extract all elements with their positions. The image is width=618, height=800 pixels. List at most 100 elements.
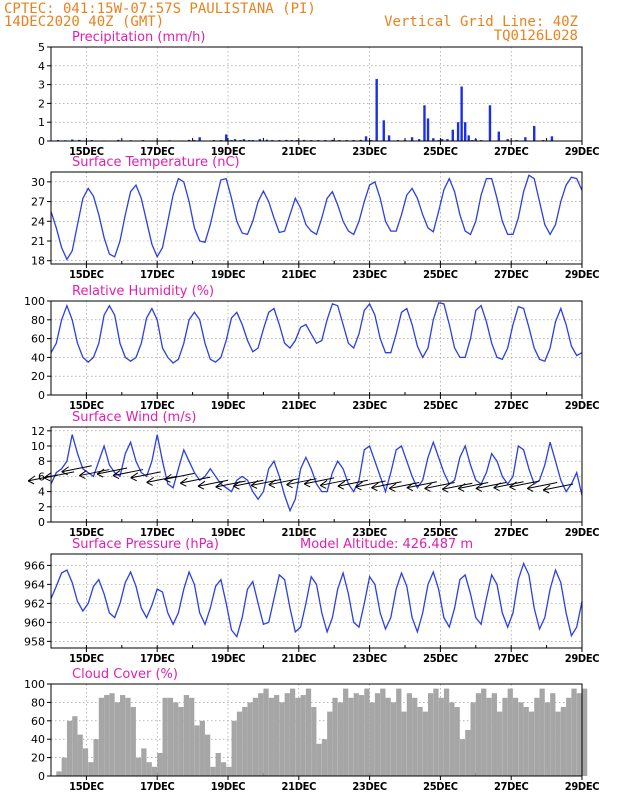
- cloud-bar: [305, 688, 312, 776]
- precip-bar: [524, 137, 527, 141]
- cloud-bar: [422, 711, 428, 776]
- cloud-bar: [374, 693, 381, 776]
- y-tick-label: 8: [38, 455, 45, 468]
- wind-arrow-head: [250, 484, 258, 489]
- rh-panel: Relative Humidity (%) 0 20 40 60 80 100 15DEC 17…: [24, 284, 600, 412]
- x-tick-label: 15DEC: [69, 399, 104, 412]
- y-tick-label: 40: [31, 733, 45, 746]
- y-tick-label: 964: [24, 578, 45, 591]
- cloud-bar: [98, 697, 105, 776]
- precip-bar: [331, 139, 334, 141]
- wind-arrow-head: [355, 481, 363, 488]
- y-tick-label: 30: [31, 176, 45, 189]
- wind-title: Surface Wind (m/s): [72, 410, 196, 425]
- precip-panel: Precipitation (mm/h) 0 1 2 3 4 5 15DEC 17DEC 19DE…: [38, 30, 600, 158]
- wind-arrow-head: [493, 482, 501, 489]
- cloud-bar: [162, 697, 168, 776]
- y-tick-label: 0: [38, 516, 45, 529]
- wind-arrow-head: [388, 488, 396, 492]
- pres-panel: Surface Pressure (hPa) Model Altitude: 42…: [24, 537, 600, 665]
- wind-arrow-head: [112, 475, 120, 480]
- cloud-bar: [491, 693, 497, 776]
- temp-series-line: [50, 174, 583, 261]
- wind-arrow: [424, 481, 455, 489]
- wind-arrow-head: [79, 470, 87, 476]
- y-tick-label: 2: [38, 97, 45, 110]
- y-tick-label: 100: [24, 678, 45, 691]
- cloud-bar: [571, 688, 577, 776]
- cloud-bar: [210, 766, 216, 776]
- x-tick-label: 25DEC: [423, 399, 458, 412]
- cloud-bar: [226, 766, 232, 776]
- wind-arrow: [251, 478, 282, 486]
- wind-arrow: [304, 477, 335, 485]
- wind-arrow-head: [164, 473, 172, 480]
- wind-arrow-head: [406, 487, 414, 492]
- model-altitude-label: Model Altitude: 426.487 m: [300, 537, 473, 552]
- y-tick-label: 20: [31, 752, 45, 765]
- cloud-bar: [258, 693, 264, 776]
- cloud-bar: [555, 711, 561, 776]
- wind-arrow-head: [27, 475, 36, 482]
- wind-arrow: [233, 479, 264, 487]
- cloud-bar: [130, 707, 136, 776]
- precip-bar: [359, 139, 362, 141]
- wind-arrow-head: [286, 479, 294, 486]
- precip-bar: [446, 139, 449, 141]
- y-tick-label: 0: [38, 135, 45, 148]
- y-tick-label: 12: [31, 425, 45, 438]
- wind-arrow: [268, 478, 299, 486]
- cloud-bar: [56, 771, 62, 776]
- wind-arrow: [389, 481, 420, 489]
- cloud-bar: [523, 707, 529, 776]
- x-tick-label: 17DEC: [140, 780, 175, 793]
- wind-arrow: [61, 465, 92, 473]
- x-tick-label: 19DEC: [211, 145, 246, 158]
- cloud-bar: [353, 693, 359, 776]
- wind-arrow-head: [250, 480, 259, 486]
- wind-arrow-head: [493, 487, 500, 492]
- precip-bar: [467, 135, 470, 141]
- precip-bar: [258, 139, 262, 141]
- cloud-bar: [66, 720, 73, 776]
- x-tick-label: 17DEC: [140, 145, 175, 158]
- wind-arrow-head: [61, 466, 70, 473]
- precip-bar: [382, 120, 385, 141]
- cloud-bar: [141, 748, 147, 776]
- x-tick-label: 15DEC: [69, 145, 104, 158]
- wind-arrow: [320, 478, 351, 486]
- x-tick-label: 19DEC: [211, 268, 246, 281]
- y-tick-label: 21: [31, 235, 45, 248]
- x-tick-label: 17DEC: [140, 268, 175, 281]
- cloud-bar: [199, 720, 205, 776]
- x-tick-label: 27DEC: [494, 268, 529, 281]
- cloud-bar: [125, 697, 131, 776]
- cloud-bar: [183, 695, 190, 776]
- cloud-bar: [337, 702, 343, 776]
- cloud-bar: [77, 734, 83, 776]
- cloud-bar: [528, 711, 535, 776]
- wind-arrow: [112, 469, 144, 477]
- precip-bar: [456, 122, 460, 141]
- cloud-bar: [412, 697, 418, 776]
- y-tick-label: 100: [24, 295, 45, 308]
- y-tick-label: 0: [38, 389, 45, 402]
- precip-bar: [451, 129, 454, 141]
- x-tick-label: 15DEC: [69, 268, 104, 281]
- x-tick-label: 23DEC: [352, 780, 387, 793]
- precip-bar: [375, 78, 378, 141]
- x-tick-label: 25DEC: [423, 145, 458, 158]
- precip-bar: [71, 139, 74, 141]
- cloud-bar: [173, 702, 179, 776]
- cloud-bar: [348, 697, 354, 776]
- wind-arrow-head: [61, 471, 68, 476]
- cloud-bar: [449, 702, 455, 776]
- pres-series-line: [50, 561, 583, 638]
- cloud-bar: [194, 725, 200, 776]
- wind-arrow: [442, 482, 473, 490]
- wind-arrow: [164, 472, 195, 480]
- x-tick-label: 29DEC: [565, 780, 600, 793]
- wind-arrow-head: [319, 480, 328, 486]
- y-tick-label: 60: [31, 715, 45, 728]
- y-tick-label: 4: [38, 486, 45, 499]
